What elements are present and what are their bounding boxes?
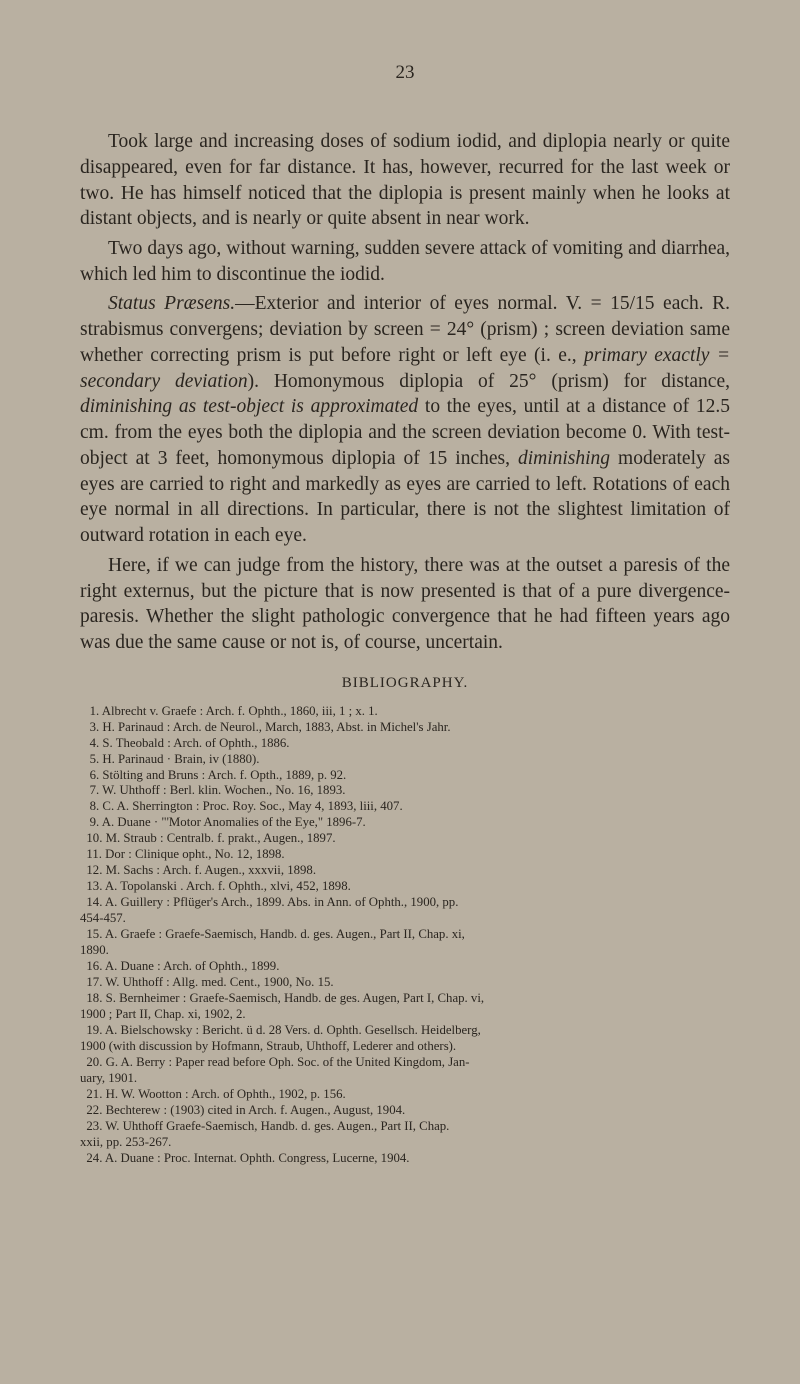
- body-paragraph-4: Here, if we can judge from the history, …: [80, 553, 730, 656]
- body-paragraph-1: Took large and increasing doses of sodiu…: [80, 129, 730, 232]
- bibliography-entries: 1. Albrecht v. Graefe : Arch. f. Ophth.,…: [80, 704, 730, 1168]
- document-page: 23 Took large and increasing doses of so…: [0, 0, 800, 1384]
- body-paragraph-3: Status Præsens.—Exterior and interior of…: [80, 291, 730, 548]
- bibliography-title: BIBLIOGRAPHY.: [80, 674, 730, 694]
- body-paragraph-2: Two days ago, without warning, sudden se…: [80, 236, 730, 287]
- page-number: 23: [80, 60, 730, 85]
